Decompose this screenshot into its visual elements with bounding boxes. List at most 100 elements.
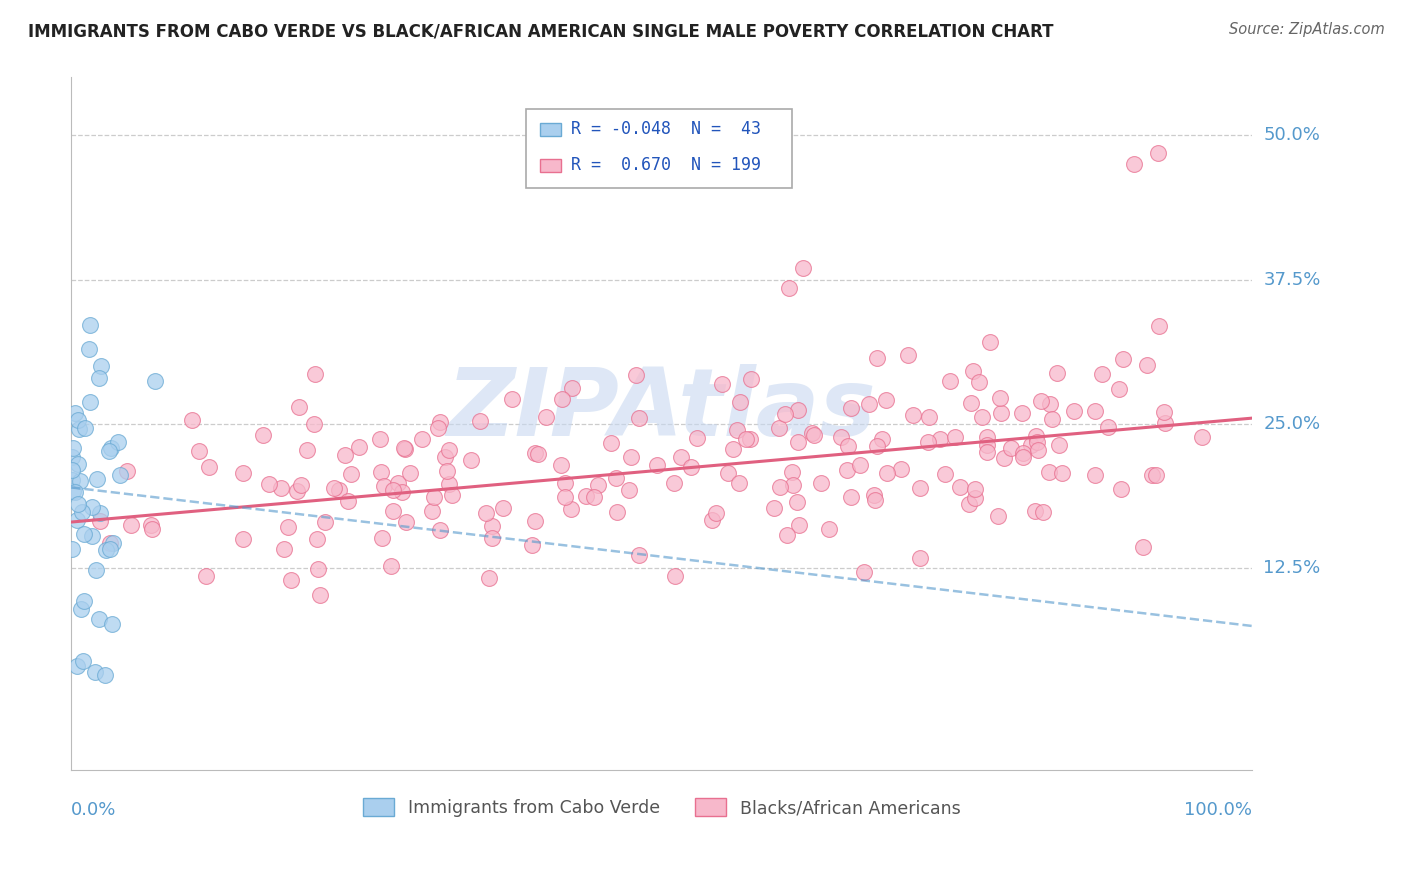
- Text: 0.0%: 0.0%: [72, 801, 117, 819]
- Point: [1024, 504, 1046, 518]
- Point: [307, 562, 329, 576]
- Point: [69, 474, 91, 488]
- Point: [787, 518, 810, 533]
- Point: [90, 359, 112, 373]
- Point: [1084, 404, 1107, 418]
- Point: [89, 506, 111, 520]
- Point: [141, 518, 163, 533]
- Point: [835, 463, 858, 477]
- Point: [381, 504, 404, 518]
- Point: [60, 450, 83, 465]
- Point: [481, 532, 503, 546]
- Point: [89, 612, 111, 626]
- Point: [897, 348, 920, 362]
- FancyBboxPatch shape: [526, 109, 792, 188]
- Point: [115, 464, 138, 478]
- Point: [83, 665, 105, 680]
- Point: [908, 481, 931, 495]
- Point: [1097, 420, 1119, 434]
- Point: [66, 413, 89, 427]
- Point: [120, 518, 142, 533]
- Point: [399, 466, 422, 480]
- Point: [439, 442, 461, 457]
- Point: [394, 442, 416, 456]
- Text: R =  0.670  N = 199: R = 0.670 N = 199: [571, 156, 761, 175]
- Point: [786, 495, 808, 509]
- Point: [988, 392, 1011, 406]
- Point: [75, 420, 97, 434]
- Point: [803, 427, 825, 442]
- Point: [787, 435, 810, 450]
- Point: [863, 493, 886, 508]
- Point: [395, 515, 418, 529]
- Point: [520, 539, 543, 553]
- Point: [101, 617, 124, 632]
- Point: [970, 410, 993, 425]
- Point: [918, 410, 941, 425]
- Point: [62, 442, 84, 456]
- Point: [685, 431, 707, 445]
- Point: [1047, 438, 1070, 452]
- Point: [1144, 467, 1167, 482]
- Point: [605, 471, 627, 485]
- Point: [599, 436, 621, 450]
- Point: [617, 483, 640, 497]
- Point: [297, 443, 319, 458]
- Point: [810, 475, 832, 490]
- Point: [1146, 145, 1168, 160]
- Point: [72, 654, 94, 668]
- Point: [870, 432, 893, 446]
- Point: [550, 392, 572, 407]
- Point: [94, 667, 117, 681]
- Point: [323, 481, 346, 495]
- Point: [943, 430, 966, 444]
- Point: [470, 414, 492, 428]
- Point: [371, 531, 394, 545]
- Point: [890, 462, 912, 476]
- Point: [86, 563, 108, 577]
- Text: 50.0%: 50.0%: [1264, 126, 1320, 145]
- Point: [1019, 438, 1042, 452]
- Point: [628, 411, 651, 425]
- Point: [273, 542, 295, 557]
- Point: [908, 550, 931, 565]
- Point: [108, 468, 131, 483]
- Point: [959, 395, 981, 409]
- Point: [818, 522, 841, 536]
- Point: [63, 406, 86, 420]
- Point: [778, 281, 800, 295]
- Point: [1040, 412, 1063, 426]
- Point: [1011, 406, 1033, 420]
- Point: [340, 467, 363, 482]
- Point: [1153, 405, 1175, 419]
- Point: [97, 444, 120, 458]
- Point: [876, 467, 898, 481]
- Point: [1191, 430, 1213, 444]
- Point: [1111, 483, 1133, 497]
- Point: [370, 465, 392, 479]
- Point: [285, 484, 308, 499]
- Point: [481, 519, 503, 533]
- Legend: Immigrants from Cabo Verde, Blacks/African Americans: Immigrants from Cabo Verde, Blacks/Afric…: [356, 791, 967, 824]
- Point: [475, 506, 498, 520]
- Point: [738, 432, 761, 446]
- Point: [963, 482, 986, 496]
- Point: [917, 435, 939, 450]
- Point: [304, 417, 326, 431]
- Point: [1153, 416, 1175, 430]
- Point: [721, 442, 744, 456]
- Point: [990, 406, 1012, 420]
- Point: [782, 478, 804, 492]
- Point: [1084, 468, 1107, 483]
- Point: [583, 491, 606, 505]
- Point: [1123, 157, 1146, 171]
- Text: 12.5%: 12.5%: [1264, 559, 1320, 577]
- Point: [94, 543, 117, 558]
- Point: [440, 488, 463, 502]
- Point: [195, 568, 218, 582]
- Point: [1025, 435, 1047, 450]
- Point: [143, 374, 166, 388]
- Point: [79, 395, 101, 409]
- Point: [437, 476, 460, 491]
- Point: [967, 375, 990, 389]
